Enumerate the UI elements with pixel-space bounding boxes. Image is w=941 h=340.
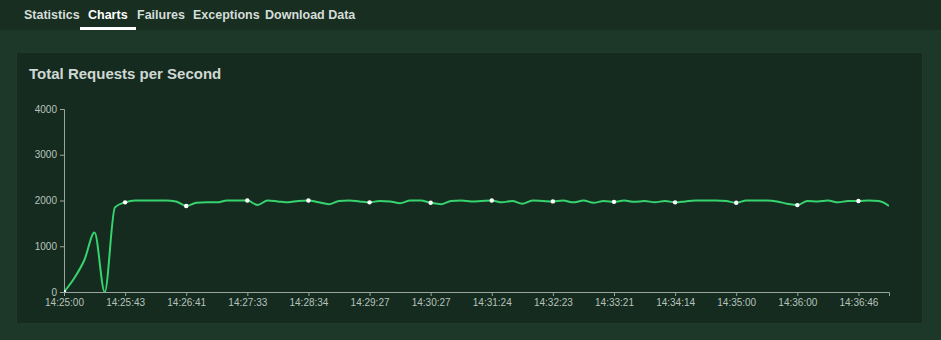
x-tick: 14:25:43 [106, 292, 145, 308]
y-tick-label: 1000 [35, 241, 58, 252]
y-tick-label: 0 [51, 287, 57, 298]
x-tick-mark [64, 292, 65, 296]
x-tick-mark [614, 292, 615, 296]
x-tick: 14:36:00 [778, 292, 817, 308]
x-tick: 14:26:41 [167, 292, 206, 308]
y-tick: 1000 [35, 241, 64, 252]
y-tick-mark [60, 155, 64, 156]
x-tick-mark [492, 292, 493, 296]
x-tick: 14:30:27 [412, 292, 451, 308]
y-tick: 4000 [35, 104, 64, 115]
x-tick-mark [308, 292, 309, 296]
x-tick-label: 14:35:00 [717, 297, 756, 308]
chart-title: Total Requests per Second [29, 65, 221, 82]
chart: Total Requests per Second 0 1000 2000 3000 40… [17, 53, 922, 323]
y-tick-mark [60, 109, 64, 110]
x-tick: 14:29:27 [351, 292, 390, 308]
x-tick-label: 14:32:23 [534, 297, 573, 308]
point-marker [551, 199, 555, 203]
point-marker [734, 201, 738, 205]
x-tick: 14:31:24 [473, 292, 512, 308]
y-tick-mark [60, 246, 64, 247]
x-tick-mark [797, 292, 798, 296]
point-marker [184, 204, 188, 208]
point-marker [245, 198, 249, 202]
x-tick-label: 14:25:00 [45, 297, 84, 308]
y-tick-mark [60, 292, 64, 293]
tab[interactable]: Statistics [24, 8, 80, 22]
x-tick-label: 14:30:27 [412, 297, 451, 308]
point-marker [795, 203, 799, 207]
x-axis-line [65, 293, 890, 297]
x-tick-label: 14:29:27 [351, 297, 390, 308]
x-tick-mark [247, 292, 248, 296]
x-tick-label: 14:31:24 [473, 297, 512, 308]
x-tick-mark [675, 292, 676, 296]
x-tick: 14:34:14 [656, 292, 695, 308]
point-marker [367, 200, 371, 204]
x-tick: 14:28:34 [289, 292, 328, 308]
x-tick: 14:32:23 [534, 292, 573, 308]
tab[interactable]: Charts [88, 8, 128, 22]
y-tick-label: 3000 [35, 149, 58, 160]
x-tick-mark [125, 292, 126, 296]
point-marker [612, 200, 616, 204]
series-line [64, 201, 889, 293]
y-tick: 3000 [35, 149, 64, 160]
x-tick-mark [736, 292, 737, 296]
x-tick-mark [553, 292, 554, 296]
x-tick-mark [431, 292, 432, 296]
nav-bar: Statistics Charts Failures Exceptions Downlo… [0, 0, 941, 30]
x-tick-label: 14:36:00 [778, 297, 817, 308]
x-tick-mark [858, 292, 859, 296]
y-tick-mark [60, 201, 64, 202]
point-marker [64, 290, 66, 292]
y-tick-label: 4000 [35, 104, 58, 115]
x-tick-label: 14:36:46 [839, 297, 878, 308]
x-tick: 14:33:21 [595, 292, 634, 308]
x-tick-mark [370, 292, 371, 296]
y-tick: 0 [51, 287, 64, 298]
x-tick-label: 14:34:14 [656, 297, 695, 308]
x-tick: 14:35:00 [717, 292, 756, 308]
tab[interactable]: Exceptions [193, 8, 260, 22]
x-tick-label: 14:27:33 [228, 297, 267, 308]
point-marker [856, 199, 860, 203]
x-axis: 14:25:00 14:25:43 14:26:41 14:27:33 14:28:34… [45, 292, 889, 308]
plot-area [64, 198, 889, 292]
x-tick-label: 14:33:21 [595, 297, 634, 308]
chart-panel: Total Requests per Second 0 1000 2000 3000 40… [16, 52, 923, 324]
tab[interactable]: Download Data [265, 8, 355, 22]
x-tick-mark [186, 292, 187, 296]
point-marker [306, 198, 310, 202]
y-axis-line [60, 110, 65, 293]
active-tab-underline [80, 27, 136, 30]
x-tick-label: 14:25:43 [106, 297, 145, 308]
y-tick: 2000 [35, 195, 64, 206]
x-tick: 14:25:00 [45, 292, 84, 308]
y-tick-label: 2000 [35, 195, 58, 206]
point-marker [490, 198, 494, 202]
point-marker [123, 200, 127, 204]
point-marker [673, 200, 677, 204]
tab[interactable]: Failures [137, 8, 185, 22]
x-tick: 14:36:46 [839, 292, 878, 308]
y-axis: 0 1000 2000 3000 4000 [35, 104, 65, 298]
x-tick-label: 14:26:41 [167, 297, 206, 308]
x-tick-label: 14:28:34 [289, 297, 328, 308]
point-marker [428, 201, 432, 205]
x-tick: 14:27:33 [228, 292, 267, 308]
